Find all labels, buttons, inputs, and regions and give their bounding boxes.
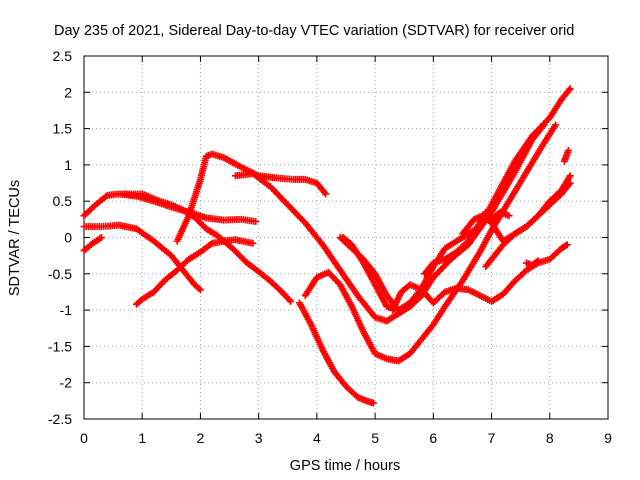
data-point xyxy=(369,399,377,407)
x-tick-labels: 0 1 2 3 4 5 6 7 8 9 xyxy=(80,430,612,446)
x-tick-label: 5 xyxy=(371,430,379,446)
series-arc5 xyxy=(132,236,257,308)
data-point xyxy=(196,286,204,294)
series-arc3 xyxy=(80,234,105,255)
x-tick-label: 9 xyxy=(604,430,612,446)
series-arc12 xyxy=(389,241,571,314)
x-tick-label: 6 xyxy=(429,430,437,446)
y-tick-label: -2.5 xyxy=(48,411,72,427)
data-point xyxy=(564,146,572,154)
plot-frame xyxy=(83,55,609,420)
series-arc18 xyxy=(560,146,572,165)
series-arc8 xyxy=(301,121,560,365)
y-tick-label: 0.5 xyxy=(53,193,73,209)
x-axis-label: GPS time / hours xyxy=(290,458,400,474)
y-tick-label: 0 xyxy=(64,230,72,246)
y-axis-label: SDTVAR / TECUs xyxy=(7,180,23,296)
y-tick-label: -1 xyxy=(60,302,73,318)
data-point xyxy=(249,239,257,247)
chart-title: Day 235 of 2021, Sidereal Day-to-day VTE… xyxy=(54,23,574,39)
data-point xyxy=(534,257,542,265)
series-arc2 xyxy=(80,221,204,294)
data-point xyxy=(566,85,574,93)
x-tick-label: 4 xyxy=(313,430,321,446)
series-arc9 xyxy=(295,299,377,407)
data-point xyxy=(505,212,513,220)
data-point xyxy=(566,172,574,180)
x-tick-label: 8 xyxy=(546,430,554,446)
series-arc6 xyxy=(121,190,295,305)
series-arc1 xyxy=(80,190,260,226)
series-arc17 xyxy=(522,257,542,269)
y-tick-label: -0.5 xyxy=(48,266,72,282)
x-tick-label: 1 xyxy=(138,430,146,446)
series-arc4 xyxy=(173,150,330,245)
data-point xyxy=(563,241,571,249)
data-point xyxy=(322,190,330,198)
series-arc15 xyxy=(482,172,574,271)
data-point xyxy=(195,285,203,293)
data-points xyxy=(80,85,574,407)
data-point xyxy=(533,258,541,266)
y-tick-label: 1.5 xyxy=(53,121,73,137)
y-tick-label: 2 xyxy=(64,84,72,100)
y-tick-label: -2 xyxy=(60,375,73,391)
x-tick-label: 2 xyxy=(197,430,205,446)
x-tick-label: 0 xyxy=(80,430,88,446)
data-point xyxy=(552,121,560,129)
y-tick-label: -1.5 xyxy=(48,338,72,354)
series-arc16 xyxy=(488,208,513,223)
x-tick-label: 3 xyxy=(255,430,263,446)
y-tick-label: 1 xyxy=(64,157,72,173)
data-point xyxy=(252,218,260,226)
x-tick-label: 7 xyxy=(488,430,496,446)
data-point xyxy=(97,234,105,241)
y-tick-label: 2.5 xyxy=(53,48,73,64)
y-tick-labels: -2.5 -2 -1.5 -1 -0.5 0 0.5 1 1.5 2 2.5 xyxy=(48,48,72,427)
data-point xyxy=(287,297,295,305)
data-point xyxy=(562,242,570,250)
